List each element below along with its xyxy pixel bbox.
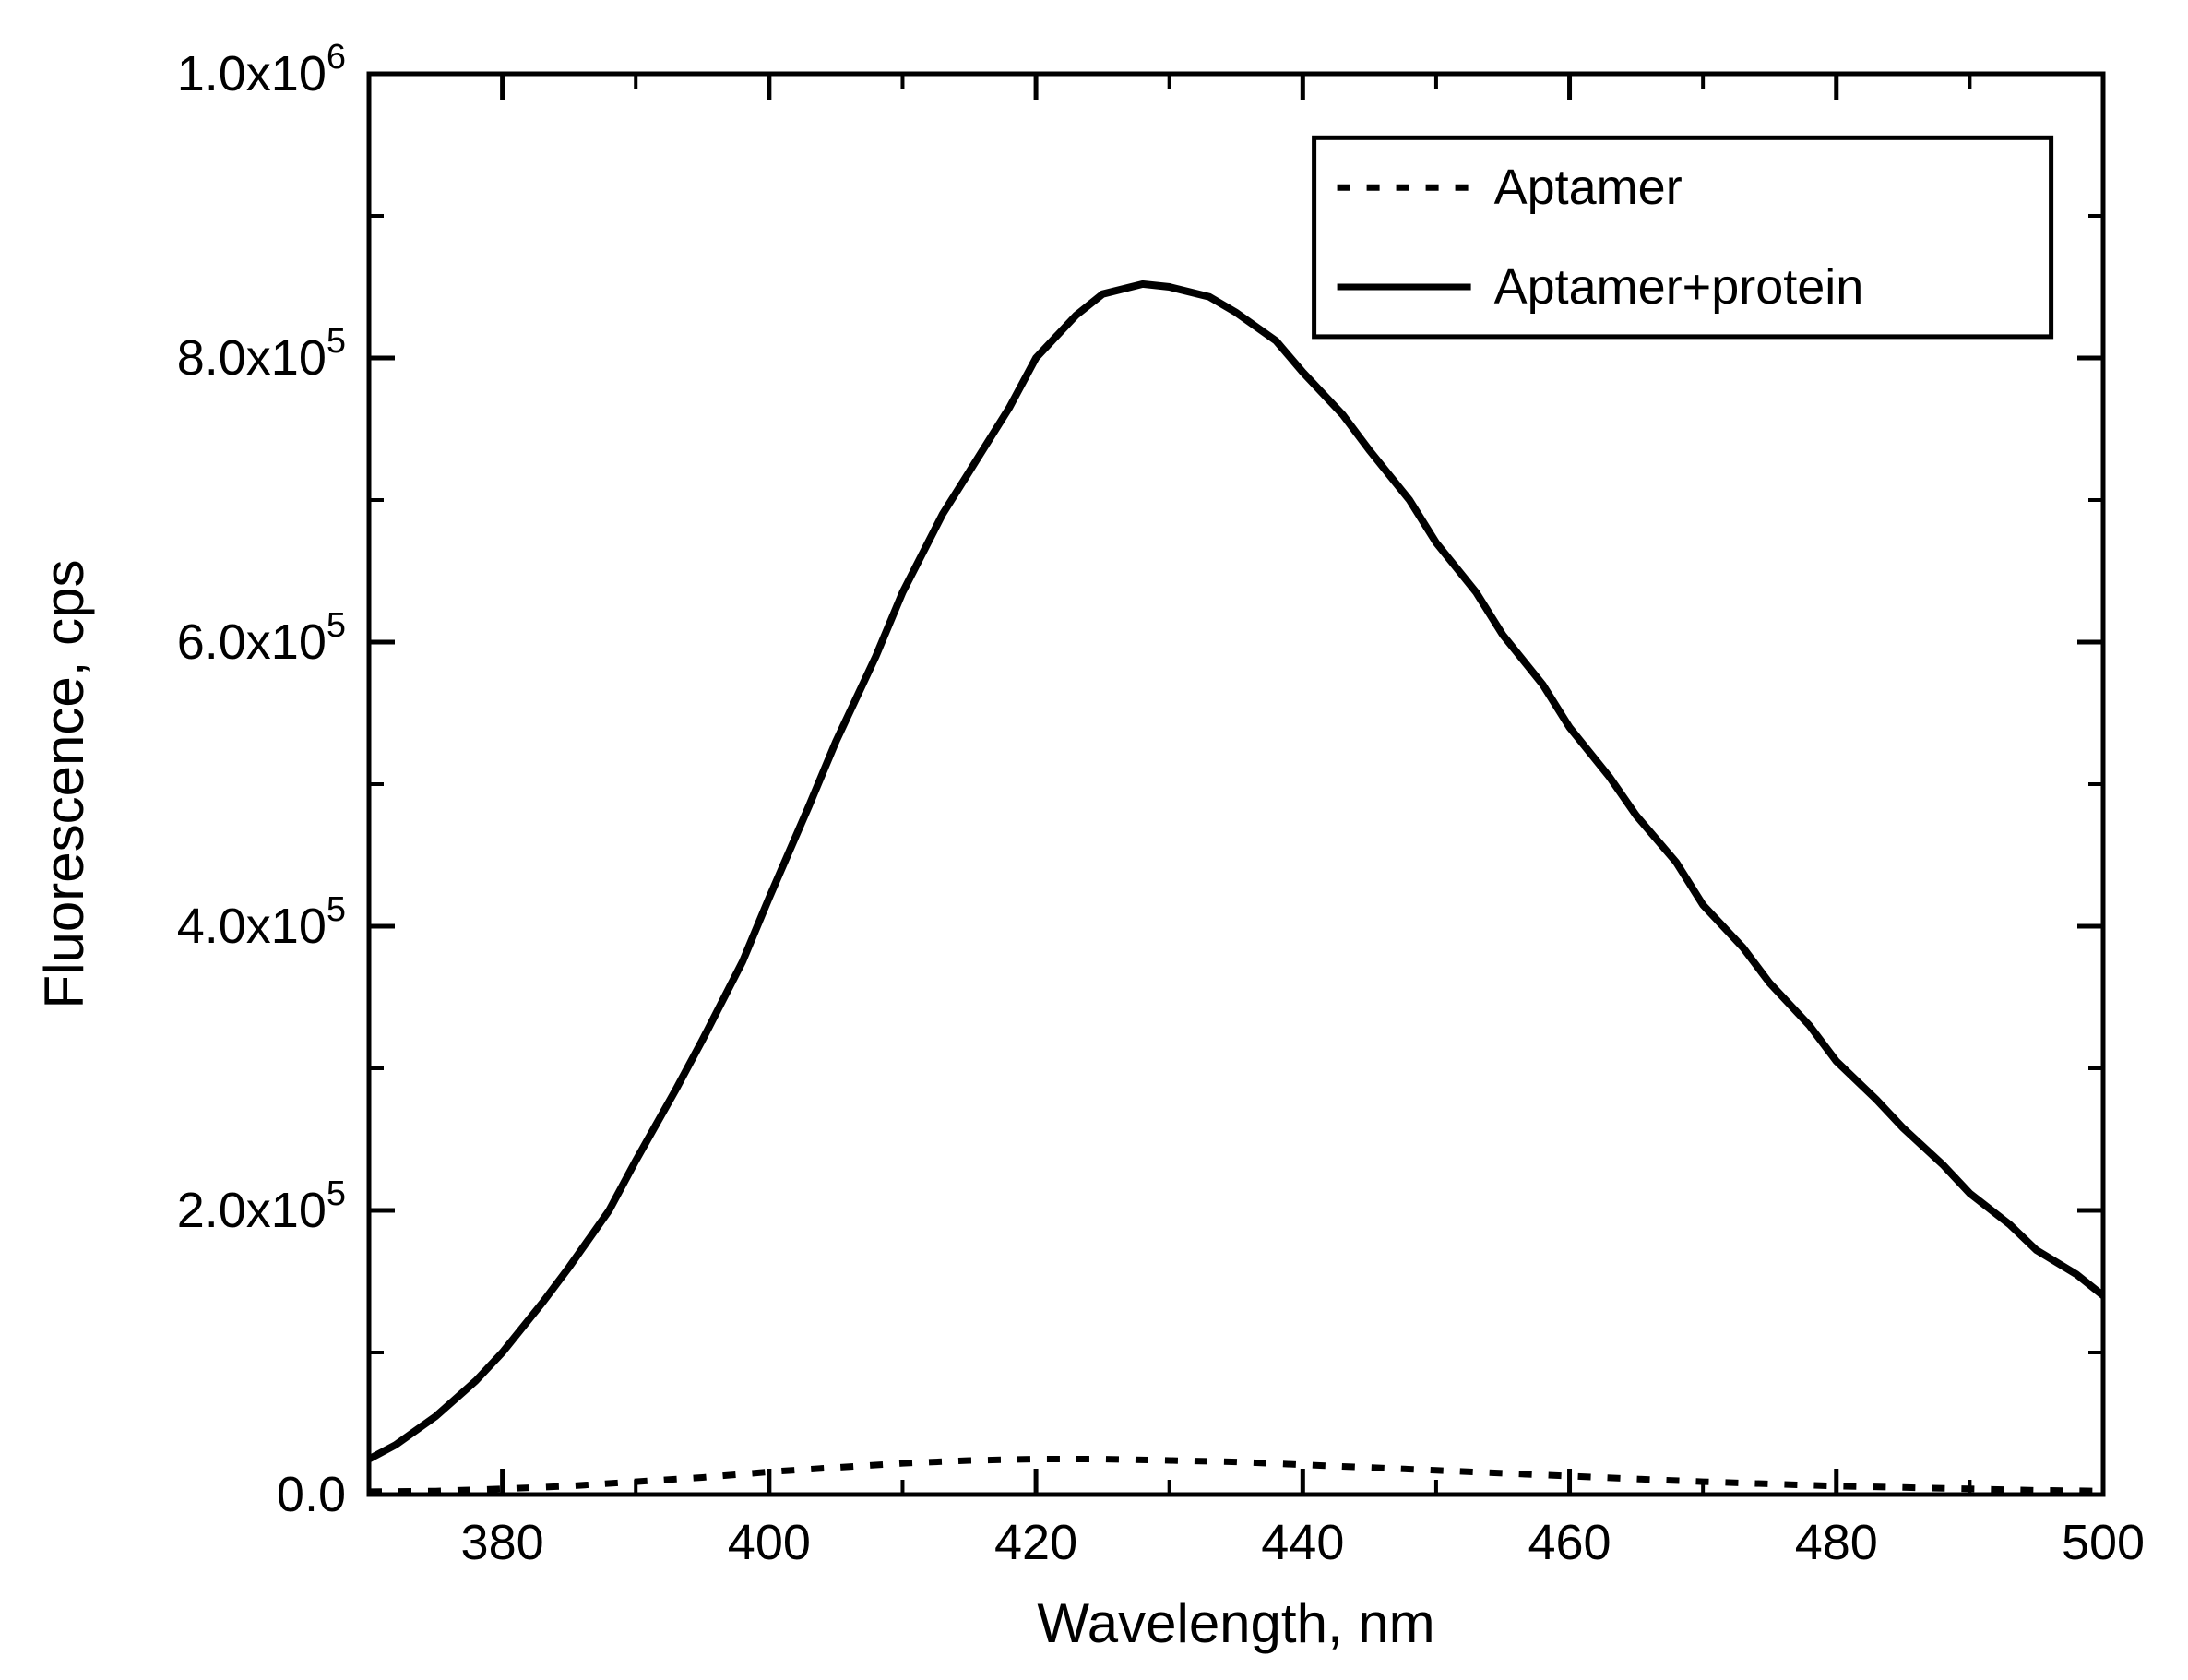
y-axis-title: Fluorescence, cps — [33, 560, 95, 1009]
y-tick-label: 6.0x105 — [177, 606, 346, 670]
fluorescence-chart: 380 400 420 440 460 480 500 Wavelength, nm 0.0 2.… — [0, 0, 2188, 1680]
y-tick-label: 8.0x105 — [177, 322, 346, 386]
y-tick-label: 4.0x105 — [177, 890, 346, 954]
x-tick-label: 460 — [1528, 1515, 1611, 1570]
y-tick-label: 1.0x106 — [177, 38, 346, 101]
x-tick-label: 400 — [728, 1515, 811, 1570]
y-tick-label: 0.0 — [277, 1467, 346, 1522]
x-tick-label: 480 — [1795, 1515, 1878, 1570]
legend-label: Aptamer+protein — [1494, 259, 1864, 315]
y-tick-label: 2.0x105 — [177, 1174, 346, 1238]
x-tick-label: 440 — [1261, 1515, 1344, 1570]
x-tick-label: 500 — [2062, 1515, 2145, 1570]
series-aptamer-protein — [369, 284, 2103, 1460]
x-tick-label: 380 — [461, 1515, 544, 1570]
legend-label: Aptamer — [1494, 160, 1683, 215]
series-aptamer — [369, 1460, 2103, 1492]
x-tick-label: 420 — [994, 1515, 1077, 1570]
x-axis-title: Wavelength, nm — [1037, 1592, 1434, 1654]
chart-svg: 380 400 420 440 460 480 500 Wavelength, nm 0.0 2.… — [0, 0, 2188, 1680]
